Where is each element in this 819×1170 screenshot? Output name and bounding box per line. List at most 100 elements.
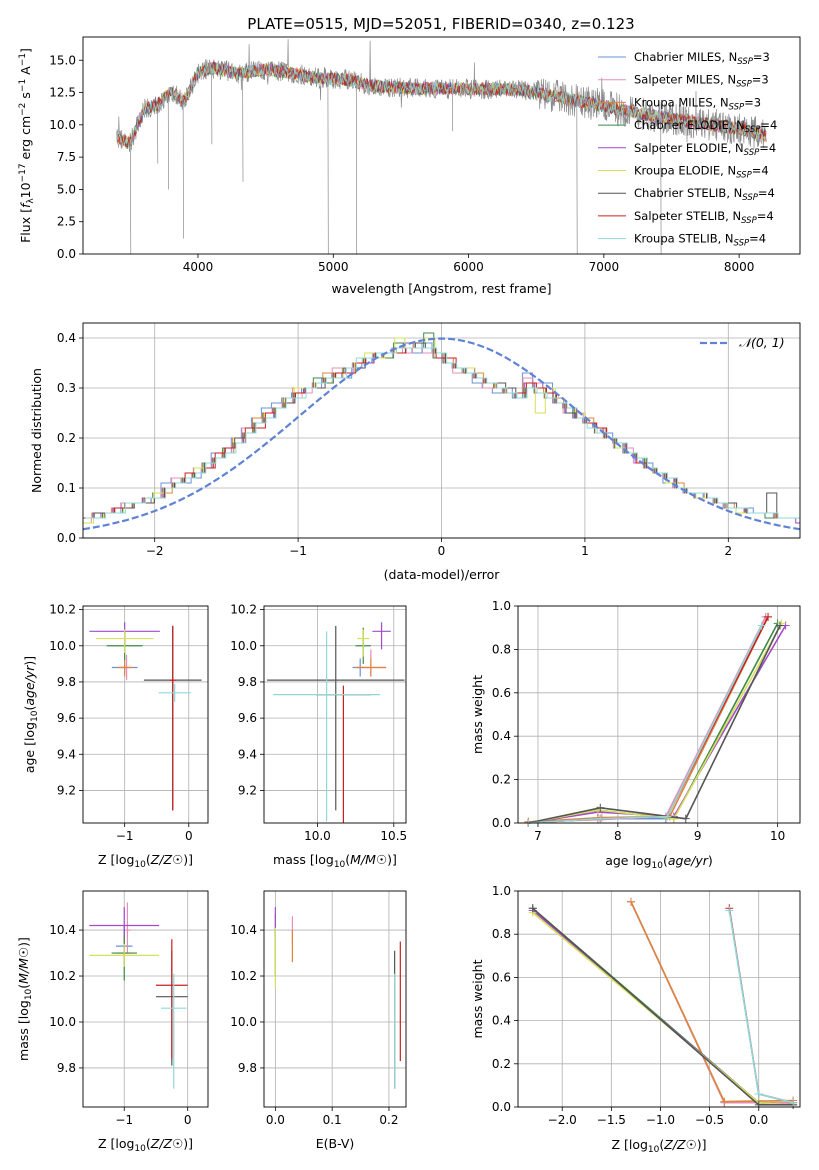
weight-line-7 bbox=[728, 908, 794, 1104]
observed-spectrum bbox=[116, 39, 767, 254]
legend-text: =3 bbox=[753, 50, 770, 64]
x-axis-label-part: ( bbox=[146, 1136, 151, 1151]
legend-text: =4 bbox=[752, 164, 769, 178]
weight-marker-8 bbox=[789, 1098, 798, 1107]
y-tick-label: 10.4 bbox=[230, 923, 257, 937]
legend-text: Kroupa MILES, N bbox=[634, 95, 729, 109]
errorbars-group bbox=[274, 907, 401, 1089]
legend-sub: SSP bbox=[736, 171, 752, 181]
weight-marker-2 bbox=[720, 1097, 729, 1106]
errorbars-group bbox=[89, 622, 202, 811]
legend-text: Chabrier STELIB, N bbox=[634, 186, 742, 200]
x-tick-label: 7 bbox=[534, 829, 542, 843]
weight-line-8 bbox=[528, 625, 763, 824]
x-tick-label: −0.5 bbox=[695, 1113, 724, 1127]
y-tick-label: 0.8 bbox=[492, 927, 511, 941]
legend-label-7: Salpeter STELIB, NSSP=4 bbox=[634, 209, 774, 226]
axes-frame bbox=[82, 36, 801, 255]
y-tick-label: 9.8 bbox=[238, 1061, 257, 1075]
weight-marker-6 bbox=[528, 904, 537, 913]
weight-line-5 bbox=[528, 623, 783, 824]
y-tick-label: 0.4 bbox=[57, 331, 76, 345]
y-tick-label: 10.0 bbox=[230, 1015, 257, 1029]
mass-vs-metallicity-panel: −1 09.810.010.210.4Z [log10(Z/Z☉)]mass [l… bbox=[16, 890, 209, 1154]
y-axis-label-part: mass [log bbox=[16, 1000, 31, 1061]
y-tick-label: 0.0 bbox=[492, 816, 511, 830]
weight-marker-6 bbox=[776, 621, 785, 630]
y-tick-label: 0.2 bbox=[492, 1057, 511, 1071]
legend-label-4: Salpeter ELODIE, NSSP=4 bbox=[634, 141, 776, 158]
x-axis-label-part: ) bbox=[708, 853, 713, 868]
histogram-8 bbox=[85, 347, 800, 519]
x-tick-label: 6000 bbox=[453, 260, 484, 274]
y-tick-label: 0.8 bbox=[492, 642, 511, 656]
legend-text: =4 bbox=[757, 209, 774, 223]
x-tick-label: 0.0 bbox=[266, 1113, 285, 1127]
weight-line-8 bbox=[728, 910, 794, 1104]
y-tick-label: 0.4 bbox=[492, 729, 511, 743]
legend-normal-label: 𝒩(0, 1) bbox=[739, 335, 785, 350]
x-axis-label-part: 10 bbox=[134, 1144, 146, 1154]
legend-text: Salpeter ELODIE, N bbox=[634, 141, 744, 155]
x-axis-label-part: 10 bbox=[334, 860, 346, 870]
legend-text: Chabrier ELODIE, N bbox=[634, 118, 745, 132]
histogram-group bbox=[83, 332, 800, 531]
weight-lines-group bbox=[528, 897, 798, 1109]
x-tick-label: 7000 bbox=[589, 260, 620, 274]
legend-text: Chabrier MILES, N bbox=[634, 50, 737, 64]
y-tick-label: 7.5 bbox=[57, 150, 76, 164]
x-tick-label: 0.0 bbox=[749, 1113, 768, 1127]
y-axis-label-part: f bbox=[18, 202, 33, 208]
legend-sub: SSP bbox=[744, 148, 760, 158]
histogram-0 bbox=[83, 342, 800, 519]
x-axis-label: wavelength [Angstrom, rest frame] bbox=[331, 281, 551, 296]
x-tick-label: 0.2 bbox=[379, 1113, 398, 1127]
x-axis-label-part: Z [log bbox=[98, 1136, 134, 1151]
histogram-3 bbox=[83, 332, 800, 519]
weight-line-3 bbox=[532, 907, 794, 1106]
weight-marker-8 bbox=[725, 906, 734, 915]
x-axis-label: Z [log10(Z/Z☉)] bbox=[98, 852, 193, 870]
y-tick-label: 9.2 bbox=[57, 783, 76, 797]
weight-line-3 bbox=[528, 623, 779, 824]
legend-text: =3 bbox=[752, 73, 769, 87]
model-spectrum-8 bbox=[116, 61, 767, 149]
y-tick-label: 9.6 bbox=[57, 711, 76, 725]
x-tick-label: −1 bbox=[115, 1113, 133, 1127]
weight-line-7 bbox=[528, 616, 769, 824]
x-axis-label-part: ( bbox=[146, 852, 151, 867]
errorbars-group bbox=[267, 622, 405, 823]
x-axis-label-part: )] bbox=[387, 852, 397, 867]
weight-vs-age-panel: 7 8 9 10 0.0 0.2 0.4 0.6 0.8 1.0 mass weight age lo… bbox=[470, 599, 801, 871]
x-axis-label: mass [log10(M/M☉)] bbox=[273, 852, 397, 870]
y-axis-label-part: ( bbox=[16, 984, 31, 989]
weight-marker-6 bbox=[681, 814, 690, 823]
weight-line-6 bbox=[528, 625, 781, 824]
y-axis-label-part: )] bbox=[16, 937, 31, 947]
legend-label-3: Chabrier ELODIE, NSSP=4 bbox=[634, 118, 777, 135]
y-tick-label: 0.1 bbox=[57, 481, 76, 495]
legend-label-6: Chabrier STELIB, NSSP=4 bbox=[634, 186, 775, 203]
weight-marker-8 bbox=[754, 1090, 763, 1099]
spectrum-panel: 4000 5000 6000 7000 8000 0.0 2.5 5.0 7.5 10.0 12.5… bbox=[18, 36, 801, 296]
legend-sub: SSP bbox=[745, 125, 761, 135]
x-axis-label-part: ( bbox=[663, 853, 668, 868]
weight-marker-6 bbox=[754, 1100, 763, 1109]
x-tick-label: −1 bbox=[116, 829, 134, 843]
weight-marker-7 bbox=[764, 612, 773, 621]
x-tick-label: 8 bbox=[614, 829, 622, 843]
y-axis-label-part: 10 bbox=[18, 182, 33, 198]
x-tick-label: 5000 bbox=[318, 260, 349, 274]
weight-marker-8 bbox=[596, 814, 605, 823]
y-tick-label: 9.8 bbox=[57, 1061, 76, 1075]
y-tick-label: 10.4 bbox=[49, 923, 76, 937]
legend-label-0: Chabrier MILES, NSSP=3 bbox=[634, 50, 770, 67]
x-tick-label: −1 bbox=[289, 544, 307, 558]
x-tick-label: 10.5 bbox=[380, 829, 407, 843]
axes-frame bbox=[517, 605, 801, 824]
y-axis-label-part: 10 bbox=[24, 988, 34, 1000]
y-tick-label: 0.6 bbox=[492, 686, 511, 700]
axes-frame bbox=[263, 605, 407, 824]
x-tick-label: −1.5 bbox=[597, 1113, 626, 1127]
